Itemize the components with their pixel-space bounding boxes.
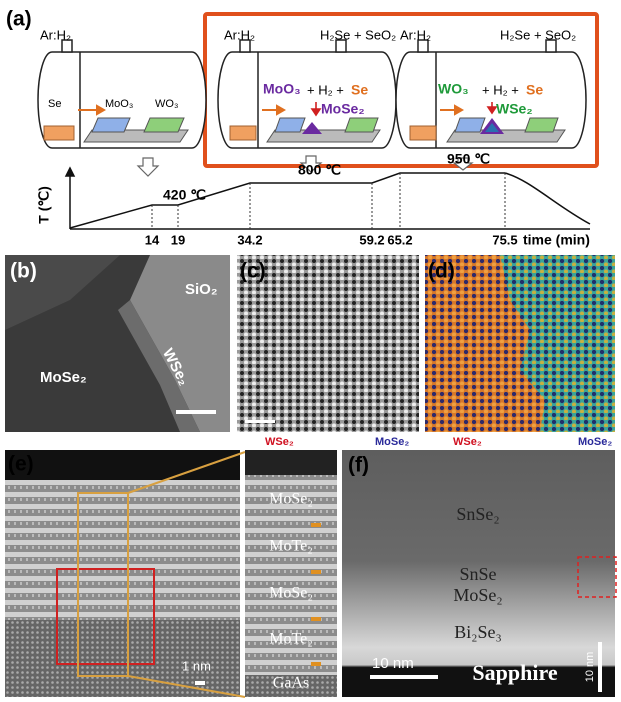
axis-title: time (min) xyxy=(523,232,590,248)
panel-label: (f) xyxy=(348,454,369,477)
layer-label: SnSe₂ xyxy=(456,504,499,524)
reaction-text: + H₂ + xyxy=(307,82,344,97)
gas-inlet: Ar:H₂ xyxy=(224,27,255,42)
layer-label: MoTe₂ xyxy=(269,538,313,555)
layer-label: MoTe₂ xyxy=(269,631,313,648)
panel-label: (c) xyxy=(240,260,266,283)
time-tick: 65.2 xyxy=(387,232,412,247)
temperature: 420 ℃ xyxy=(163,187,206,203)
layer-label: MoSe₂ xyxy=(269,491,313,508)
scale-bar-label: 10 nm xyxy=(372,655,414,672)
scale-bar-label: 1 nm xyxy=(182,658,211,673)
layer-label: Sapphire xyxy=(472,660,557,685)
product: MoSe₂ xyxy=(321,101,365,117)
panel-label: (b) xyxy=(10,260,37,283)
reactant: Se xyxy=(526,82,543,98)
panel-label: (a) xyxy=(6,8,32,31)
reactant: WO₃ xyxy=(438,81,469,97)
source: Se xyxy=(48,98,61,110)
layer-label: SnSe xyxy=(459,564,496,584)
zoom-inset xyxy=(245,450,337,697)
gas-inlet: Ar:H₂ xyxy=(40,27,71,42)
gas-outlet: H₂Se + SeO₂ xyxy=(500,27,576,42)
gas-outlet: H₂Se + SeO₂ xyxy=(320,27,396,42)
temperature: 950 ℃ xyxy=(447,151,490,167)
product: WSe₂ xyxy=(496,101,533,117)
gas-inlet: Ar:H₂ xyxy=(400,27,431,42)
layer-label: Bi₂Se₃ xyxy=(454,622,502,642)
layer-label: GaAs xyxy=(273,675,309,692)
axis-title: T (℃) xyxy=(36,186,52,224)
figure: (a) Ar:H₂ Ar:H₂ Ar:H₂ H₂Se + SeO₂ H₂Se + SeO₂… xyxy=(0,0,621,702)
time-tick: 75.5 xyxy=(492,232,517,247)
region-label: SiO₂ xyxy=(185,281,218,298)
region-label: WSe₂ xyxy=(265,436,294,448)
time-tick: 19 xyxy=(171,232,185,247)
reactant: Se xyxy=(351,82,368,98)
source: WO₃ xyxy=(155,98,178,110)
panel-label: (e) xyxy=(8,453,34,476)
source: MoO₃ xyxy=(105,98,133,110)
panel-label: (d) xyxy=(428,260,455,283)
reaction-text: + H₂ + xyxy=(482,82,519,97)
scale-bar-label: 10 nm xyxy=(584,652,596,683)
layer-label: MoSe₂ xyxy=(269,585,313,602)
time-tick: 14 xyxy=(145,232,160,247)
time-tick: 34.2 xyxy=(237,232,262,247)
temperature: 800 ℃ xyxy=(298,162,341,178)
region-label: MoSe₂ xyxy=(375,436,409,448)
region-label: MoSe₂ xyxy=(578,436,612,448)
time-tick: 59.2 xyxy=(359,232,384,247)
region-label: MoSe₂ xyxy=(40,369,87,386)
layer-label: MoSe₂ xyxy=(453,585,502,605)
reactant: MoO₃ xyxy=(263,81,301,97)
region-label: WSe₂ xyxy=(453,436,482,448)
